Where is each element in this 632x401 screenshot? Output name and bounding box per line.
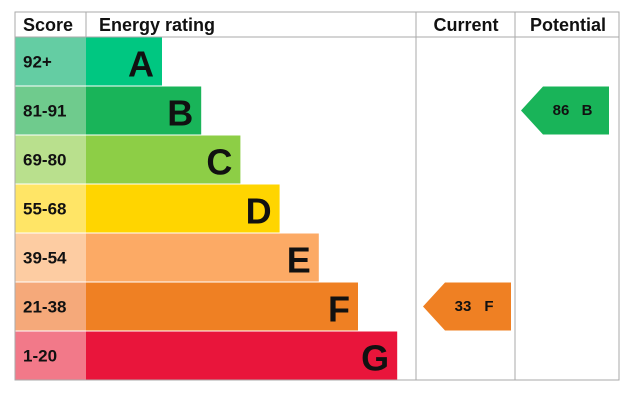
rating-arrow [521, 86, 609, 135]
rating-bar [86, 86, 202, 135]
header-rating: Energy rating [99, 15, 215, 35]
frame [14, 11, 620, 381]
score-cell [15, 331, 86, 380]
rating-bar [86, 184, 280, 233]
score-cell [15, 282, 86, 331]
score-cell [15, 184, 86, 233]
rating-bar [86, 282, 358, 331]
score-cell [15, 233, 86, 282]
arrow-value: 86 [553, 102, 570, 119]
score-label: 55-68 [23, 200, 66, 219]
score-label: 69-80 [23, 151, 66, 170]
score-label: 1-20 [23, 347, 57, 366]
rating-letter: C [206, 142, 232, 183]
header-current: Current [433, 15, 498, 35]
score-label: 81-91 [23, 102, 66, 121]
header-potential: Potential [530, 15, 606, 35]
score-label: 92+ [23, 53, 52, 72]
rating-arrow [423, 282, 511, 331]
arrow-value: 33 [455, 298, 472, 315]
arrow-letter: F [484, 298, 493, 315]
rating-letter: B [167, 93, 193, 134]
rating-bar [86, 135, 241, 184]
rating-letter: E [287, 240, 311, 281]
score-cell [15, 86, 86, 135]
header-score: Score [23, 15, 73, 35]
arrow-letter: B [582, 102, 593, 119]
rating-letter: G [361, 338, 389, 379]
rating-bar [86, 331, 398, 380]
score-cell [15, 37, 86, 86]
rating-bar [86, 233, 319, 282]
rating-letter: F [328, 289, 350, 330]
rating-letter: A [128, 44, 154, 85]
rating-bar [86, 37, 162, 86]
score-cell [15, 135, 86, 184]
score-label: 21-38 [23, 298, 66, 317]
rating-letter: D [246, 191, 272, 232]
score-label: 39-54 [23, 249, 67, 268]
